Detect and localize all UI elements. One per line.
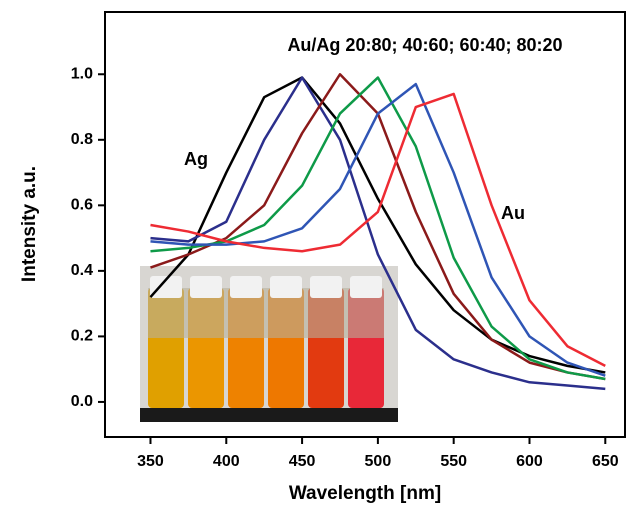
x-tick-label: 550 [440, 453, 467, 470]
y-tick-label: 1.0 [71, 65, 93, 82]
line [149, 76, 606, 374]
line [150, 92, 606, 368]
y-tick-label: 0.8 [71, 131, 93, 148]
x-tick-label: 400 [213, 453, 240, 470]
y-tick-label: 0.4 [71, 262, 93, 279]
y-axis-label: Intensity a.u. [19, 166, 40, 282]
x-tick-label: 650 [592, 453, 619, 470]
y-tick-label: 0.6 [71, 197, 93, 214]
plot-frame [104, 11, 626, 438]
x-tick-label: 600 [516, 453, 543, 470]
x-tick-label: 500 [365, 453, 392, 470]
annotation: Ag [184, 149, 208, 169]
x-axis-label: Wavelength [nm] [289, 483, 441, 504]
x-tick-label: 350 [137, 453, 164, 470]
inset-photo [140, 266, 398, 422]
x-tick-label: 450 [289, 453, 316, 470]
y-tick-label: 0.2 [71, 328, 93, 345]
y-tick-label: 0.0 [71, 393, 93, 410]
annotation: Au [501, 203, 525, 223]
annotation: Au/Ag 20:80; 40:60; 60:40; 80:20 [287, 35, 562, 55]
line [150, 76, 606, 391]
line [150, 82, 606, 377]
